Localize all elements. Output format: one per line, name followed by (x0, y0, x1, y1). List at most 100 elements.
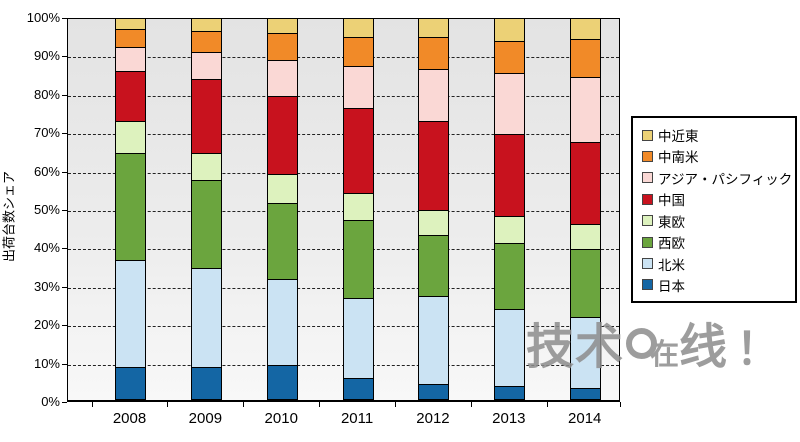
legend-swatch (642, 193, 653, 205)
y-tick-mark (62, 171, 67, 173)
bar-segment (190, 366, 222, 400)
bar-segment (342, 193, 374, 221)
bar-segment (190, 153, 222, 181)
y-tick-label: 90% (33, 48, 60, 64)
bar-segment (494, 385, 526, 400)
bar-segment (342, 37, 374, 67)
y-tick-label: 80% (33, 86, 60, 102)
x-tick-mark (546, 402, 548, 407)
legend-label: 北米 (658, 257, 685, 273)
bar-segment (494, 18, 526, 42)
bar-segment (266, 174, 298, 204)
bar-segment (190, 52, 222, 80)
bar-segment (570, 77, 602, 143)
bar-segment (418, 69, 450, 122)
bar-segment (418, 120, 450, 212)
x-tick-label: 2011 (340, 410, 374, 427)
legend-item: 北米 (642, 254, 789, 274)
bar-segment (266, 18, 298, 35)
watermark-text: 线 (679, 321, 729, 374)
x-tick-label: 2012 (416, 410, 450, 427)
bar-segment (190, 18, 222, 33)
legend-label: 中国 (658, 193, 685, 209)
y-tick-mark (62, 210, 67, 211)
x-tick-mark (91, 402, 93, 407)
legend-item: 東欧 (642, 211, 789, 231)
bar-2012 (418, 18, 450, 400)
bar-segment (190, 31, 222, 54)
legend-label: 日本 (658, 278, 685, 294)
bar-2011 (342, 18, 374, 400)
bar-segment (190, 78, 222, 155)
y-tick-label: 20% (33, 317, 60, 333)
x-tick-label: 2013 (492, 410, 526, 427)
bar-segment (115, 366, 146, 400)
x-tick-label: 2010 (264, 410, 298, 427)
bar-segment (494, 216, 526, 244)
plot-area (67, 18, 620, 402)
y-tick-label: 50% (33, 202, 60, 217)
bar-segment (115, 18, 146, 31)
legend-swatch (642, 258, 653, 270)
legend-item: 中南米 (642, 146, 789, 166)
bar-segment (494, 134, 526, 218)
bar-segment (266, 96, 298, 176)
x-tick-mark (470, 402, 472, 407)
bar-segment (115, 120, 146, 155)
bar-segment (418, 235, 450, 298)
legend-swatch (642, 129, 653, 141)
bar-segment (266, 364, 298, 400)
bar-2008 (115, 18, 146, 400)
bar-segment (494, 40, 526, 75)
legend-item: 中近東 (642, 125, 789, 145)
y-tick-mark (62, 18, 67, 19)
bar-segment (115, 153, 146, 261)
bar-segment (494, 242, 526, 311)
y-tick-mark (62, 248, 67, 250)
bar-segment (570, 38, 602, 79)
bar-segment (342, 378, 374, 400)
bar-segment (418, 18, 450, 39)
bar-2010 (266, 18, 298, 400)
watermark-text: 在 (650, 339, 680, 371)
y-tick-mark (62, 56, 67, 58)
x-tick-label: 2009 (188, 410, 223, 427)
y-axis-title: 出荷台数シェア (1, 171, 17, 263)
x-tick-mark (167, 402, 169, 407)
x-tick-mark (395, 402, 397, 407)
bar-segment (266, 202, 298, 280)
legend-swatch (642, 279, 653, 291)
legend-item: アジア・パシフィック (642, 168, 793, 188)
bar-segment (342, 219, 374, 300)
bar-segment (418, 37, 450, 71)
bar-segment (342, 65, 374, 109)
bar-segment (190, 179, 222, 269)
bar-segment (115, 29, 146, 48)
x-tick-mark (319, 402, 321, 407)
bar-segment (115, 71, 146, 122)
y-tick-label: 0% (41, 394, 60, 409)
bar-segment (190, 267, 222, 368)
y-tick-mark (62, 286, 67, 288)
bar-segment (494, 73, 526, 136)
y-tick-label: 30% (33, 278, 60, 294)
bar-segment (418, 210, 450, 237)
legend-swatch (642, 150, 653, 162)
bar-2014 (570, 18, 602, 400)
bar-2009 (190, 18, 222, 400)
y-tick-label: 100% (26, 10, 60, 25)
y-tick-label: 10% (33, 355, 60, 371)
bar-segment (570, 18, 602, 40)
bar-segment (342, 107, 374, 195)
legend-label: 中南米 (658, 150, 699, 166)
bar-segment (115, 46, 146, 73)
legend-label: 東欧 (658, 214, 685, 230)
x-tick-label: 2014 (568, 410, 602, 427)
y-tick-mark (62, 133, 67, 135)
y-tick-label: 40% (33, 240, 60, 256)
bar-2013 (494, 18, 526, 400)
magnifier-ring-icon (626, 328, 658, 359)
legend-label: アジア・パシフィック (658, 171, 793, 187)
legend-item: 中国 (642, 189, 789, 209)
